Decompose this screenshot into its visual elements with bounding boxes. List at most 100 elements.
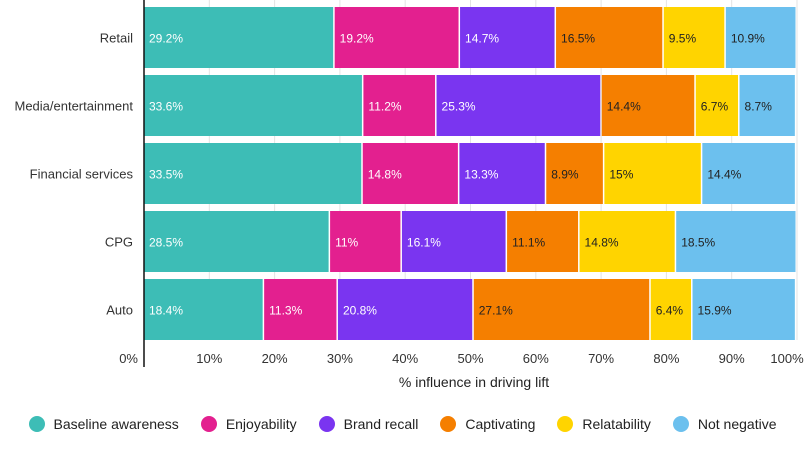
bar-segment: [459, 143, 545, 204]
legend-swatch: [557, 416, 574, 432]
legend: Baseline awareness Enjoyability Brand reca…: [0, 416, 805, 432]
bar-segment: [692, 279, 795, 340]
legend-item: Baseline awareness: [28, 416, 179, 432]
bar-segment: [436, 75, 601, 136]
data-label: 10.9%: [731, 32, 765, 46]
x-tick-labels: 0% 10% 20% 30% 40% 50% 60% 70% 80% 90% 100%: [119, 351, 804, 366]
data-label: 14.4%: [607, 100, 641, 114]
category-label: CPG: [105, 235, 133, 250]
legend-label: Captivating: [465, 416, 536, 432]
data-label: 14.8%: [368, 168, 402, 182]
data-label: 16.5%: [561, 32, 595, 46]
legend-item: Captivating: [440, 416, 535, 432]
category-label: Media/entertainment: [14, 99, 133, 114]
x-axis-title: % influence in driving lift: [399, 374, 549, 390]
data-label: 15%: [609, 168, 633, 182]
data-label: 15.9%: [698, 304, 732, 318]
bar-segment: [507, 211, 579, 272]
data-label: 11.3%: [269, 304, 302, 318]
bar-segment: [144, 211, 329, 272]
legend-label: Relatability: [582, 416, 651, 432]
bar-segment: [334, 7, 459, 68]
bar-segment: [739, 75, 795, 136]
data-label: 6.4%: [656, 304, 684, 318]
bar-segment: [556, 7, 663, 68]
bar-segment: [401, 211, 506, 272]
x-tick-label: 100%: [770, 351, 804, 366]
legend-item: Not negative: [672, 416, 777, 432]
bar-segment: [362, 143, 458, 204]
bar-segment: [473, 279, 650, 340]
x-tick-label: 10%: [196, 351, 222, 366]
x-tick-label: 80%: [653, 351, 679, 366]
data-label: 20.8%: [343, 304, 377, 318]
bar-segment: [676, 211, 796, 272]
bar-segment: [337, 279, 473, 340]
bar-segment: [650, 279, 692, 340]
bar-segment: [460, 7, 555, 68]
category-label: Auto: [106, 303, 133, 318]
data-label: 6.7%: [701, 100, 729, 114]
x-tick-label: 20%: [262, 351, 288, 366]
data-label: 33.5%: [149, 168, 183, 182]
legend-item: Brand recall: [318, 416, 419, 432]
data-label: 14.4%: [707, 168, 741, 182]
x-tick-label: 70%: [588, 351, 614, 366]
bar-segment: [144, 7, 334, 68]
data-label: 18.4%: [149, 304, 183, 318]
bars: [144, 7, 796, 340]
bar-segment: [663, 7, 725, 68]
x-tick-label: 90%: [719, 351, 745, 366]
data-label: 16.1%: [407, 236, 441, 250]
bar-segment: [695, 75, 739, 136]
data-label: 11%: [335, 236, 358, 250]
x-tick-label: 50%: [457, 351, 483, 366]
legend-swatch: [28, 416, 45, 432]
legend-swatch: [200, 416, 217, 432]
category-label: Retail: [100, 31, 133, 46]
data-label: 14.8%: [585, 236, 619, 250]
data-label: 11.2%: [368, 100, 401, 114]
data-label: 27.1%: [479, 304, 513, 318]
data-label: 11.1%: [512, 236, 545, 250]
x-tick-label: 0%: [119, 351, 138, 366]
data-label: 8.7%: [745, 100, 773, 114]
bar-segment: [546, 143, 603, 204]
legend-label: Not negative: [697, 416, 777, 432]
bar-segment: [144, 279, 263, 340]
x-tick-label: 30%: [327, 351, 353, 366]
legend-item: Relatability: [557, 416, 651, 432]
data-label: 9.5%: [669, 32, 697, 46]
data-labels: 29.2% 19.2% 14.7% 16.5% 9.5% 10.9% 33.6% 11.2% 2…: [149, 32, 772, 318]
legend-label: Baseline awareness: [53, 416, 179, 432]
legend-swatch: [318, 416, 335, 432]
data-label: 25.3%: [442, 100, 476, 114]
bar-segment: [579, 211, 675, 272]
legend-swatch: [672, 416, 689, 432]
bar-segment: [702, 143, 795, 204]
data-label: 8.9%: [551, 168, 579, 182]
bar-segment: [264, 279, 337, 340]
legend-item: Enjoyability: [200, 416, 297, 432]
data-label: 14.7%: [465, 32, 499, 46]
bar-segment: [144, 75, 362, 136]
category-label: Financial services: [30, 167, 134, 182]
data-label: 28.5%: [149, 236, 183, 250]
bar-segment: [363, 75, 436, 136]
data-label: 29.2%: [149, 32, 183, 46]
x-tick-label: 40%: [392, 351, 418, 366]
legend-swatch: [440, 416, 457, 432]
category-labels: Retail Media/entertainment Financial servi…: [14, 31, 133, 318]
bar-segment: [330, 211, 401, 272]
data-label: 13.3%: [464, 168, 498, 182]
bar-segment: [725, 7, 796, 68]
data-label: 33.6%: [149, 100, 183, 114]
bar-segment: [144, 143, 362, 204]
x-tick-label: 60%: [523, 351, 549, 366]
bar-segment: [604, 143, 701, 204]
legend-label: Brand recall: [343, 416, 419, 432]
data-label: 18.5%: [681, 236, 715, 250]
legend-label: Enjoyability: [225, 416, 297, 432]
bar-segment: [601, 75, 695, 136]
